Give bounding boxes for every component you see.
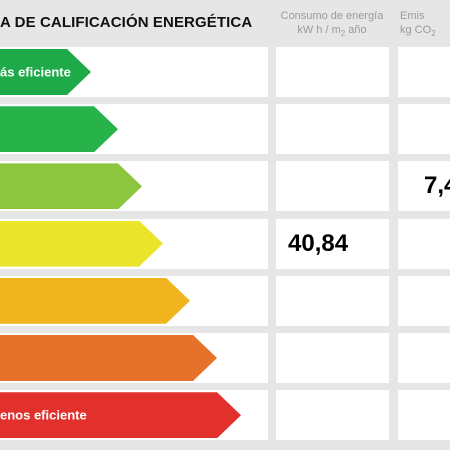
header-emisiones: Emis kg CO2 xyxy=(398,9,450,41)
consumo-cell xyxy=(276,47,389,97)
rating-row-1 xyxy=(0,104,268,155)
consumo-cell: 40,84 xyxy=(276,218,389,269)
rating-arrow xyxy=(0,221,163,267)
page-title: A DE CALIFICACIÓN ENERGÉTICA xyxy=(0,14,253,31)
emisiones-cell xyxy=(398,47,450,97)
consumo-cell xyxy=(276,104,389,155)
rating-arrow xyxy=(0,278,190,324)
consumo-cell xyxy=(276,333,389,383)
rating-arrow xyxy=(0,335,217,381)
header-emisiones-unit: kg CO xyxy=(400,24,432,36)
rating-row-2 xyxy=(0,161,268,212)
emisiones-cell xyxy=(398,275,450,326)
consumo-value: 40,84 xyxy=(288,229,349,257)
rating-arrow: ás eficiente xyxy=(0,49,91,95)
header-consumo-line2: kW h / m2 año xyxy=(272,23,392,41)
rating-arrow: enos eficiente xyxy=(0,392,241,438)
emisiones-cell xyxy=(398,390,450,441)
rating-label: enos eficiente xyxy=(0,407,87,423)
consumo-cell xyxy=(276,275,389,326)
header-consumo: Consumo de energía kW h / m2 año xyxy=(272,9,392,41)
emisiones-cell xyxy=(398,333,450,383)
rating-row-3 xyxy=(0,218,268,269)
rating-row-5 xyxy=(0,333,268,383)
rating-label: ás eficiente xyxy=(0,64,71,80)
header-consumo-unit-sub: 2 xyxy=(340,29,346,39)
rating-arrow xyxy=(0,163,142,209)
consumo-cell xyxy=(276,161,389,212)
rating-row-4 xyxy=(0,275,268,326)
header-emisiones-line2: kg CO2 xyxy=(400,23,450,41)
header-consumo-unit: kW h / m xyxy=(297,24,341,36)
header-emisiones-line1: Emis xyxy=(400,10,425,22)
emisiones-cell xyxy=(398,218,450,269)
rating-arrow xyxy=(0,106,118,152)
header-emisiones-unit-sub: 2 xyxy=(431,29,436,39)
rating-row-0: ás eficiente xyxy=(0,47,268,97)
header-consumo-unit-post: año xyxy=(345,24,367,36)
rating-row-6: enos eficiente xyxy=(0,390,268,441)
consumo-cell xyxy=(276,390,389,441)
emisiones-cell xyxy=(398,104,450,155)
header-consumo-line1: Consumo de energía xyxy=(280,10,384,22)
emisiones-value: 7,4 xyxy=(424,172,450,200)
emisiones-cell: 7,4 xyxy=(398,161,450,212)
